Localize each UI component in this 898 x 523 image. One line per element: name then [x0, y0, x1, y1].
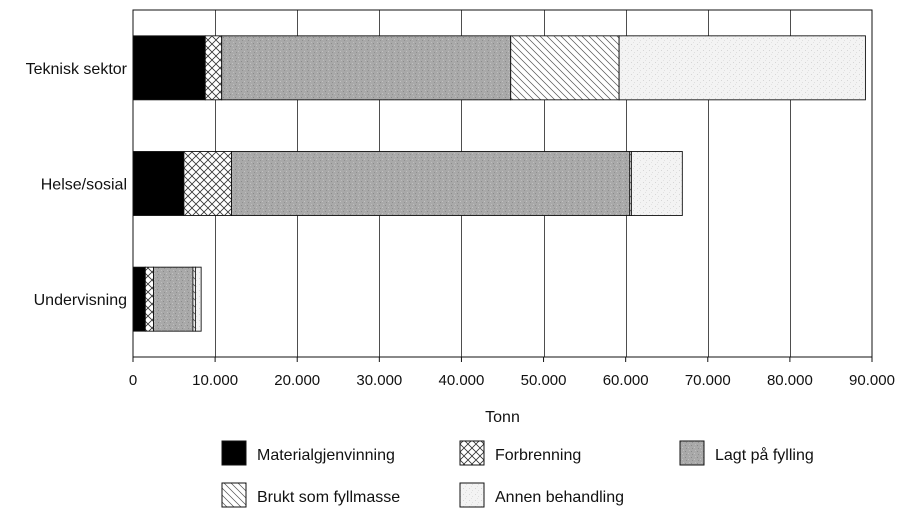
- category-label: Undervisning: [34, 292, 127, 309]
- x-tick-label: 50.000: [521, 372, 567, 389]
- bar-segment: [618, 35, 866, 101]
- x-axis-title: Tonn: [485, 409, 520, 426]
- legend-swatch: [459, 440, 485, 466]
- bar-segment: [153, 266, 194, 332]
- legend-swatch: [679, 440, 705, 466]
- legend-label: Annen behandling: [495, 489, 624, 506]
- bar-segment: [221, 35, 512, 101]
- x-tick-labels: 0 10.000 20.000 30.000 40.000 50.000 60.000 70.…: [129, 357, 895, 389]
- category-label: Teknisk sektor: [26, 61, 128, 78]
- bar-segment: [204, 35, 223, 101]
- x-tick-label: 70.000: [685, 372, 731, 389]
- legend-swatch: [221, 440, 247, 466]
- bar-stacks: [132, 35, 866, 332]
- bar-segment: [194, 266, 202, 332]
- category-labels: Teknisk sektor Helse/sosial Undervisning: [26, 61, 128, 309]
- x-tick-label: 90.000: [849, 372, 895, 389]
- x-tick-label: 40.000: [438, 372, 484, 389]
- legend-label: Lagt på fylling: [715, 446, 814, 464]
- bar-segment: [231, 151, 631, 216]
- legend-label: Materialgjenvinning: [257, 447, 395, 464]
- bar-segment: [510, 35, 620, 101]
- legend-swatch: [459, 482, 485, 508]
- legend-label: Forbrenning: [495, 447, 581, 464]
- legend-label: Brukt som fyllmasse: [257, 489, 400, 506]
- bar-segment: [630, 151, 683, 216]
- legend: Materialgjenvinning Forbrenning Lagt på fy…: [221, 440, 814, 508]
- bar-segment: [144, 266, 154, 332]
- bar-segment: [132, 35, 206, 101]
- x-tick-label: 20.000: [274, 372, 320, 389]
- legend-swatch: [221, 482, 247, 508]
- x-tick-label: 0: [129, 372, 137, 389]
- x-tick-label: 80.000: [767, 372, 813, 389]
- bar-segment: [132, 266, 146, 332]
- x-tick-label: 30.000: [356, 372, 402, 389]
- x-tick-label: 60.000: [603, 372, 649, 389]
- bar-segment: [132, 151, 185, 216]
- x-tick-label: 10.000: [192, 372, 238, 389]
- category-label: Helse/sosial: [41, 177, 127, 194]
- bar-segment: [183, 151, 232, 216]
- plot-area-frame: [132, 9, 873, 358]
